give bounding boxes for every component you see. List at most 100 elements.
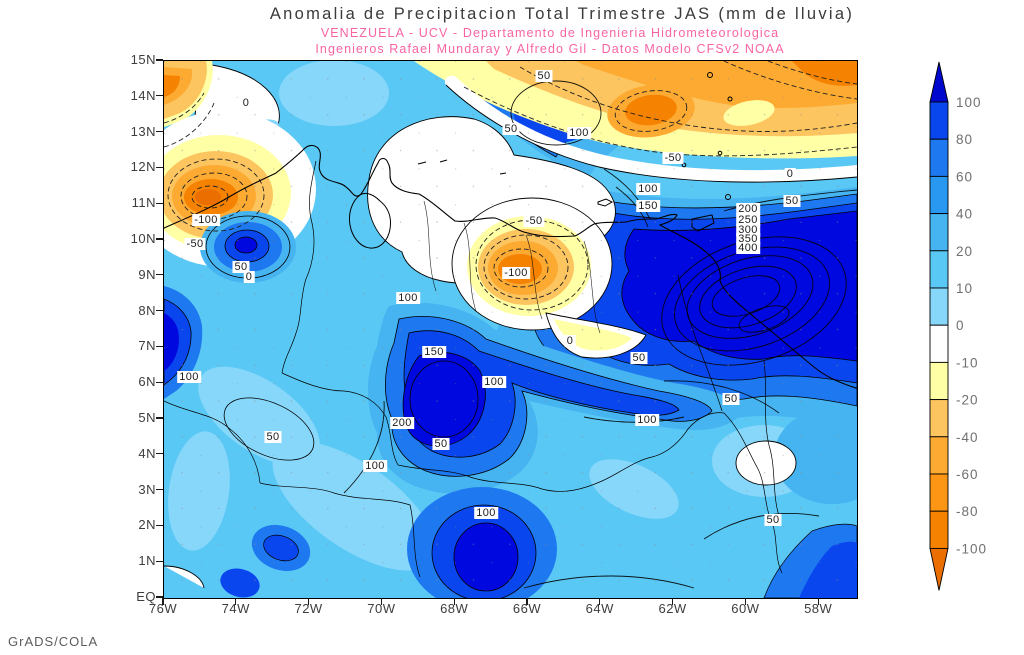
lat-tick-label: 5N (138, 410, 156, 425)
contour-value-label: -50 (523, 215, 545, 227)
lat-tick-mark (156, 596, 163, 598)
lon-tick-label: 68W (440, 601, 469, 616)
lat-tick-label: 6N (138, 374, 156, 390)
colorbar-segment (929, 510, 949, 549)
lon-tick-label: 70W (367, 601, 396, 616)
contour-value-label: 0 (243, 271, 255, 283)
lat-tick-label: 3N (138, 481, 156, 497)
contour-label-layer: 0 50 50 100 -50 0 100 50 150 200 250 300 350 400 -100-… (164, 61, 857, 598)
contour-value-label: 200 (736, 203, 760, 215)
contour-value-label: 400 (736, 242, 760, 254)
colorbar-level-label: -20 (956, 393, 979, 408)
lon-tick-label: 74W (221, 601, 250, 616)
contour-value-label: 0 (784, 168, 796, 180)
lat-tick-mark (156, 59, 163, 61)
contour-value-label: 150 (636, 200, 660, 212)
contour-value-label: 100 (177, 371, 201, 383)
contour-value-label: 100 (396, 292, 420, 304)
lon-tick-mark (453, 598, 455, 605)
lat-tick-mark (156, 381, 163, 383)
lon-tick-mark (599, 598, 601, 605)
colorbar-segment (929, 473, 949, 512)
lon-tick-label: 66W (512, 601, 542, 616)
lat-tick-label: 11N (131, 195, 156, 211)
lon-tick-label: 64W (585, 601, 614, 616)
contour-value-label: 50 (783, 195, 801, 207)
contour-value-label: 100 (482, 376, 506, 388)
colorbar-level-label: 0 (956, 318, 965, 333)
contour-value-label: 100 (363, 460, 387, 472)
colorbar-level-label: -100 (956, 541, 987, 556)
lon-tick-mark (744, 598, 747, 605)
colorbar-segment (929, 287, 949, 326)
contour-value-label: 50 (432, 438, 450, 450)
lat-tick-mark (156, 166, 163, 169)
grads-credit: GrADS/COLA (8, 634, 99, 649)
colorbar-segment (929, 175, 949, 215)
colorbar-arrow-bottom (929, 547, 949, 591)
page-title: Anomalia de Precipitacion Total Trimestr… (269, 5, 855, 23)
lat-tick-mark (156, 130, 163, 133)
lon-tick-mark (235, 598, 237, 605)
lat-tick-label: 13N (130, 123, 156, 139)
lat-tick-label: 12N (130, 159, 156, 175)
lat-tick-mark (156, 560, 163, 562)
contour-value-label: 100 (474, 507, 498, 519)
colorbar-segment (929, 213, 949, 252)
lat-tick-mark (156, 524, 163, 527)
lat-tick-label: EQ (136, 589, 156, 604)
lat-tick-label: 2N (138, 517, 156, 533)
colorbar-segment (929, 101, 949, 140)
lat-tick-label: 10N (130, 231, 156, 246)
contour-value-label: 0 (240, 97, 252, 109)
contour-value-label: 50 (722, 393, 740, 405)
map-panel: 0 50 50 100 -50 0 100 50 150 200 250 300 350 400 -100-… (163, 60, 858, 599)
subtitle-line2: Ingenieros Rafael Mundaray y Alfredo Gil… (315, 42, 785, 56)
colorbar-segment (929, 138, 949, 177)
contour-value-label: -100 (502, 267, 530, 279)
lon-tick-mark (817, 598, 819, 605)
contour-value-label: 100 (567, 127, 591, 139)
lat-tick-label: 9N (138, 266, 156, 282)
contour-value-label: 50 (630, 352, 648, 364)
contour-value-label: -100 (192, 214, 220, 226)
map-contour-field (164, 61, 857, 598)
contour-value-label: 200 (390, 417, 414, 429)
lat-tick-label: 4N (138, 445, 156, 461)
grid-dots-overlay (164, 61, 857, 598)
lat-tick-mark (156, 238, 163, 240)
colorbar-level-label: 80 (956, 132, 973, 147)
colorbar-level-label: 10 (956, 281, 973, 296)
contour-value-label: -50 (184, 238, 206, 250)
lon-tick-label: 76W (148, 601, 178, 616)
contour-value-label: 100 (636, 183, 660, 195)
contour-value-label: -50 (662, 152, 684, 164)
colorbar-level-label: 60 (956, 169, 973, 184)
colorbar-segment (929, 361, 949, 401)
contour-value-label: 250 (736, 214, 760, 226)
contour-value-label: 50 (502, 123, 520, 135)
lat-tick-label: 1N (138, 553, 156, 569)
lat-tick-mark (156, 417, 163, 419)
colorbar-level-label: 20 (956, 244, 973, 259)
colorbar-segment (929, 399, 949, 438)
lon-tick-label: 72W (294, 601, 323, 616)
colorbar-level-label: 100 (956, 95, 982, 110)
colorbar-level-label: -80 (956, 504, 979, 519)
lat-tick-mark (156, 488, 163, 491)
lon-tick-mark (671, 598, 674, 605)
lat-tick-mark (156, 453, 163, 455)
lat-tick-mark (156, 274, 163, 276)
colorbar-segment (929, 250, 949, 289)
lat-tick-mark (156, 202, 163, 204)
lat-tick-mark (156, 309, 163, 312)
colorbar-level-label: -60 (956, 467, 979, 482)
lon-tick-mark (162, 598, 164, 605)
contour-value-label: 50 (535, 70, 553, 82)
subtitle-line1: VENEZUELA - UCV - Departamento de Ingeni… (320, 26, 780, 40)
lon-tick-label: 62W (658, 601, 687, 616)
colorbar-segment (929, 324, 949, 363)
lon-tick-mark (526, 598, 528, 605)
